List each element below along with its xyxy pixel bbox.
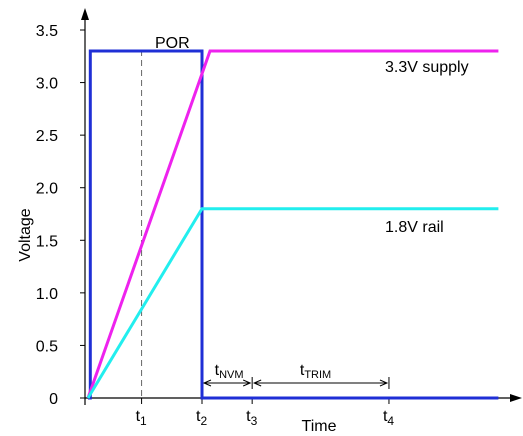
y-tick-label: 0.5 [36, 338, 58, 355]
y-tick-label: 3.5 [36, 23, 58, 40]
x-axis-title: Time [302, 418, 337, 435]
y-tick-label: 2.5 [36, 128, 58, 145]
t-trim-label: tTRIM [300, 362, 331, 381]
y-tick-label: 1.5 [36, 233, 58, 250]
t-nvm-arrow-head-left [202, 379, 212, 387]
series-line-3-3v-supply [86, 49, 499, 399]
annotations: tNVM tTRIM [202, 362, 390, 389]
y-tick-label: 1.0 [36, 286, 58, 303]
series-label-1v8-rail: 1.8V rail [385, 219, 444, 236]
y-axis-title: Voltage [17, 208, 34, 261]
y-tick-label: 2.0 [36, 181, 58, 198]
series-line-por [88, 49, 499, 400]
series-lines [86, 49, 499, 400]
y-tick-label: 3.0 [36, 76, 58, 93]
time-marker-label: t1 [136, 408, 147, 428]
t-trim-arrow-head-left [252, 379, 262, 387]
t-nvm-arrow-head-right [242, 379, 252, 387]
y-axis-arrow [81, 8, 89, 20]
y-tick-label: 0 [49, 391, 58, 408]
series-label-por: POR [155, 35, 190, 52]
time-marker-label: t3 [246, 408, 257, 428]
time-marker-label: t2 [196, 408, 207, 428]
time-marker-lines: t1 t2 t3 t4 [136, 50, 394, 428]
series-label-3v3-supply: 3.3V supply [385, 59, 469, 76]
y-tick-labels: 0 0.5 1.0 1.5 2.0 2.5 3.0 3.5 [36, 23, 85, 408]
time-marker-label: t4 [383, 408, 394, 428]
x-axis-arrow [510, 394, 522, 402]
t-trim-arrow-head-right [379, 379, 389, 387]
series-line-1-8v-rail [86, 207, 499, 399]
t-nvm-label: tNVM [215, 362, 244, 381]
